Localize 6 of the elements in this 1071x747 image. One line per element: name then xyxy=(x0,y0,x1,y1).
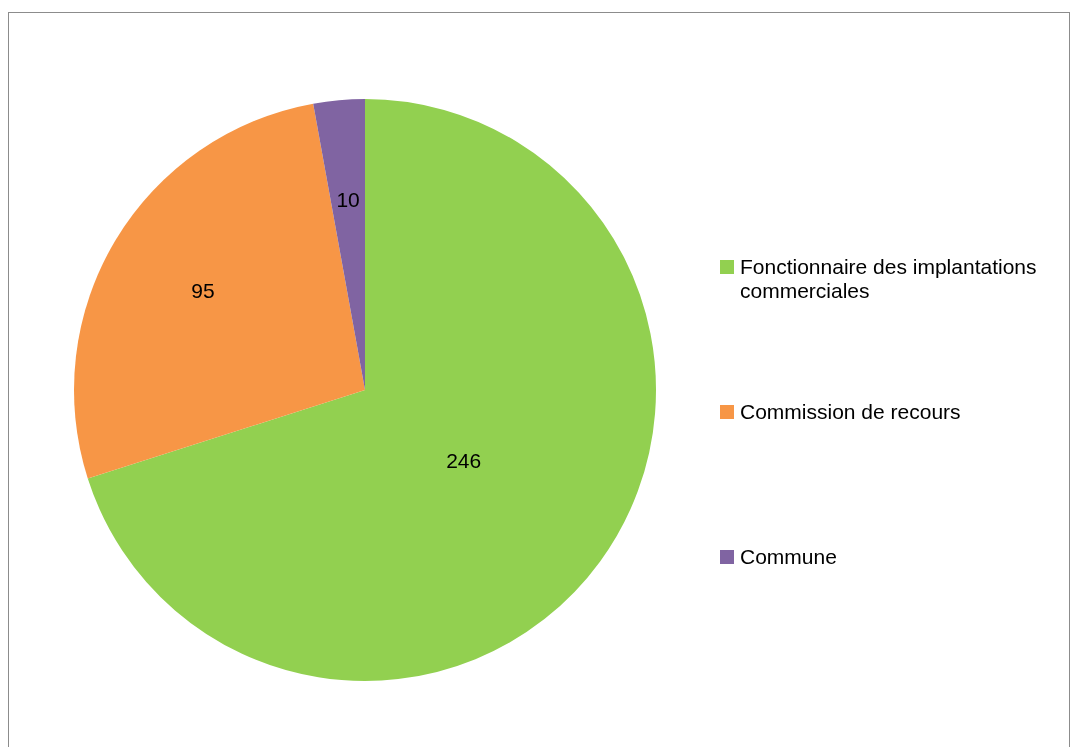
legend-label: Commune xyxy=(740,545,837,569)
data-label: 246 xyxy=(446,448,482,472)
legend-label: Commission de recours xyxy=(740,400,961,424)
data-label: 95 xyxy=(191,279,215,303)
legend-label: Fonctionnaire des implantations commerciales xyxy=(740,255,1038,303)
data-label: 10 xyxy=(336,188,360,212)
